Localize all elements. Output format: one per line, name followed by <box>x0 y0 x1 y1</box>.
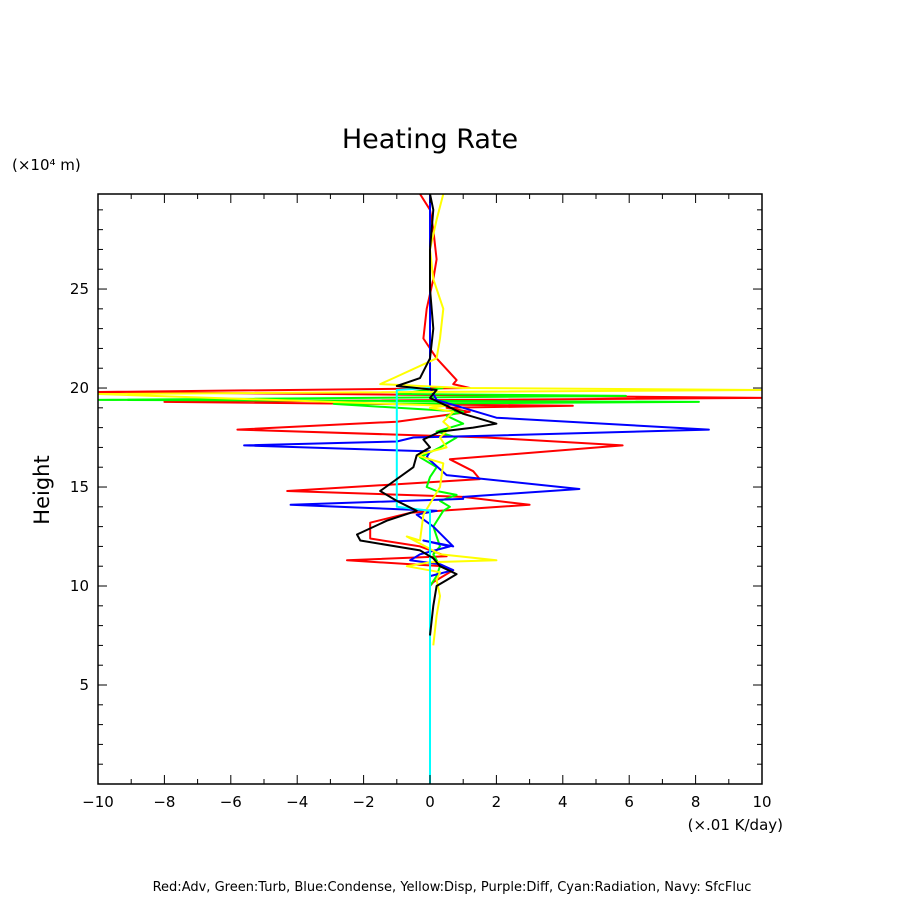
y-tick-label: 20 <box>70 379 89 397</box>
x-axis-unit: (×.01 K/day) <box>688 816 783 834</box>
legend-text: Red:Adv, Green:Turb, Blue:Condense, Yell… <box>153 880 752 895</box>
series-line <box>243 194 710 784</box>
x-tick-label: 6 <box>624 793 634 811</box>
y-tick-label: 15 <box>70 478 89 496</box>
x-tick-label: 2 <box>492 793 502 811</box>
y-tick-label: 25 <box>70 280 89 298</box>
x-tick-label: 8 <box>691 793 701 811</box>
y-axis-label: Height <box>30 455 54 524</box>
x-tick-label: −4 <box>286 793 308 811</box>
x-tick-label: −6 <box>220 793 242 811</box>
plot-frame <box>97 193 763 785</box>
series-line <box>395 387 431 784</box>
chart-title: Heating Rate <box>342 124 518 155</box>
series-line <box>98 387 700 587</box>
y-tick-label: 10 <box>70 577 89 595</box>
series-line <box>356 194 498 636</box>
series-layer <box>98 194 762 784</box>
x-tick-label: 0 <box>425 793 435 811</box>
x-tick-label: −2 <box>353 793 375 811</box>
ticks-layer: −10 −8 −6 −4 −2 0 2 4 6 8 10 5 10 15 20 25 <box>70 194 772 811</box>
y-axis-unit: (×10⁴ m) <box>12 156 81 174</box>
x-tick-label: 10 <box>752 793 771 811</box>
x-tick-label: −8 <box>153 793 175 811</box>
x-tick-label: 4 <box>558 793 568 811</box>
x-tick-label: −10 <box>82 793 114 811</box>
series-line <box>98 194 762 646</box>
y-tick-label: 5 <box>79 676 89 694</box>
